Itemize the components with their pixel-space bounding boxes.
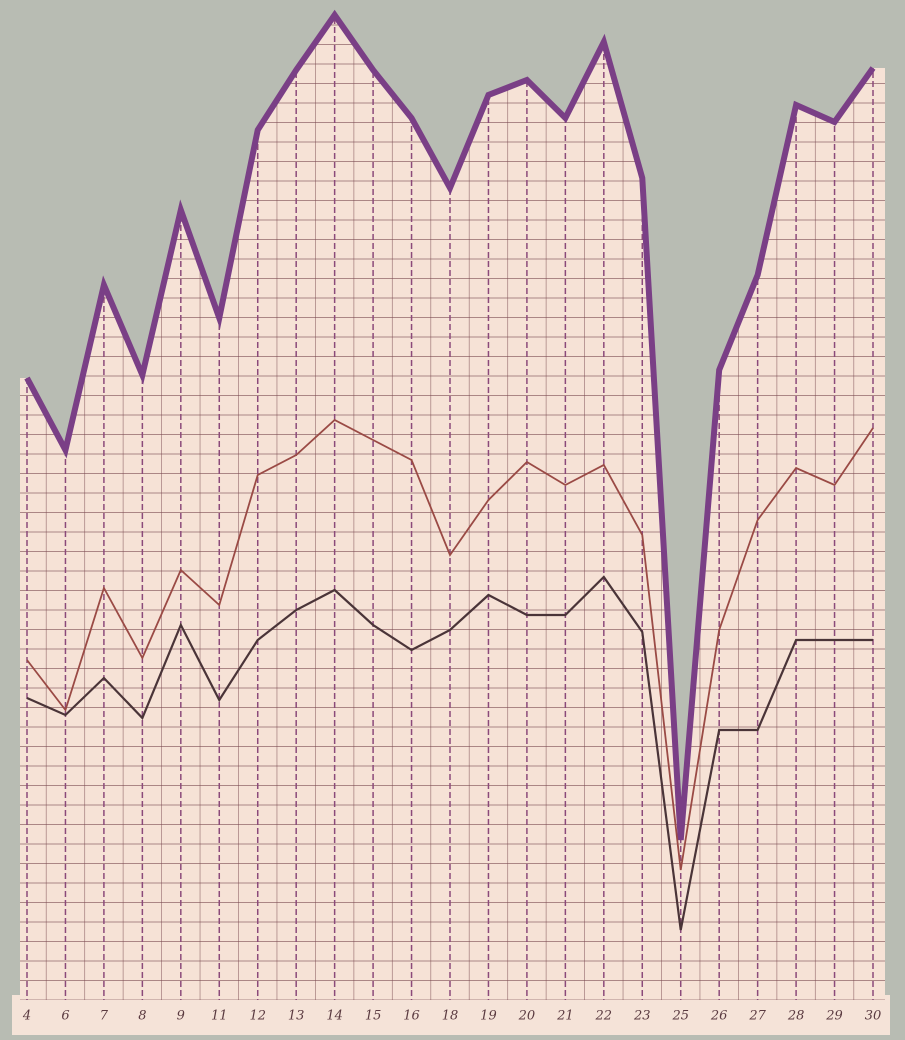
x-tick-label: 29	[825, 1009, 843, 1024]
x-tick-label: 14	[326, 1009, 343, 1024]
x-tick-label: 18	[442, 1009, 459, 1024]
x-tick-label: 22	[595, 1009, 613, 1024]
x-tick-label: 27	[748, 1009, 766, 1024]
data-line	[26, 418, 874, 871]
graph-paper	[20, 15, 885, 1000]
x-tick-label: 25	[671, 1009, 689, 1024]
x-tick-label: 9	[177, 1009, 185, 1024]
paper	[20, 15, 885, 1000]
x-tick-label: 21	[556, 1009, 574, 1024]
x-tick-label: 12	[249, 1009, 266, 1024]
x-tick-label: 30	[865, 1009, 882, 1024]
x-tick-label: 23	[633, 1009, 651, 1024]
data-line	[26, 575, 873, 931]
x-tick-label: 20	[518, 1009, 536, 1024]
x-tick-label: 4	[22, 1009, 31, 1024]
x-tick-label: 28	[787, 1009, 805, 1024]
x-tick-label: 15	[365, 1009, 382, 1024]
x-tick-label: 19	[480, 1009, 497, 1024]
x-tick-label: 13	[288, 1009, 305, 1024]
data-line	[24, 9, 876, 841]
x-tick-label: 11	[211, 1009, 228, 1024]
x-tick-label: 8	[138, 1009, 146, 1024]
x-tick-label: 6	[61, 1009, 69, 1024]
x-tick-label: 26	[710, 1009, 728, 1024]
label-strip	[12, 995, 890, 1035]
x-tick-label: 7	[100, 1009, 109, 1024]
x-tick-label: 16	[403, 1009, 420, 1024]
